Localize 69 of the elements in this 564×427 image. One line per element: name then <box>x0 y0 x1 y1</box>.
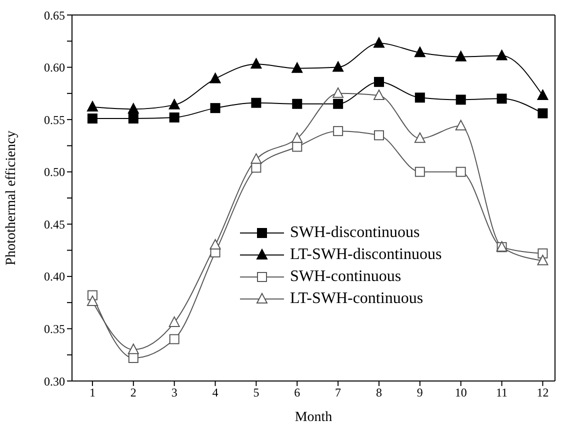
point <box>374 76 384 87</box>
y-tick-label: 0.30 <box>44 374 65 388</box>
x-tick-label: 2 <box>130 386 136 400</box>
y-tick-label: 0.45 <box>44 217 65 232</box>
point <box>414 46 426 58</box>
point <box>538 248 548 258</box>
x-tick-label: 12 <box>536 386 549 400</box>
point <box>414 132 426 143</box>
point <box>292 98 302 109</box>
point <box>128 352 138 363</box>
x-tick-label: 5 <box>253 386 260 400</box>
point <box>373 37 384 48</box>
legend-label: SWH-discontinuous <box>290 224 420 242</box>
x-axis-title: Month <box>294 410 332 425</box>
y-tick-label: 0.60 <box>44 60 65 75</box>
point <box>414 166 425 177</box>
point <box>250 58 262 69</box>
point <box>128 103 139 114</box>
point <box>537 90 548 100</box>
point <box>168 98 180 110</box>
point <box>332 87 344 98</box>
x-tick-label: 1 <box>89 386 96 400</box>
point <box>496 50 508 60</box>
point <box>538 108 548 118</box>
point <box>374 130 384 140</box>
point <box>333 98 344 109</box>
point <box>168 316 180 327</box>
point <box>456 166 466 177</box>
point <box>292 142 302 152</box>
point <box>414 92 425 103</box>
point <box>292 132 303 143</box>
point <box>250 153 262 164</box>
point <box>128 114 138 124</box>
point <box>496 94 507 104</box>
point <box>455 120 466 130</box>
point <box>210 239 221 250</box>
x-tick-label: 10 <box>454 386 467 400</box>
y-tick-label: 0.55 <box>44 112 65 127</box>
legend-label: SWH-continuous <box>290 268 402 286</box>
point <box>251 98 262 108</box>
point <box>86 296 98 306</box>
y-tick-label: 0.40 <box>44 270 65 284</box>
x-tick-label: 9 <box>416 386 423 400</box>
point <box>210 72 221 84</box>
y-tick-label: 0.65 <box>44 8 65 22</box>
y-axis-title: Photothermal efficiency <box>4 130 19 266</box>
point <box>333 126 344 136</box>
point <box>455 50 466 62</box>
point <box>128 344 139 354</box>
y-tick-label: 0.50 <box>44 165 65 180</box>
legend-label: LT-SWH-discontinuous <box>290 246 442 264</box>
point <box>169 112 180 122</box>
legend-label: LT-SWH-continuous <box>290 290 424 308</box>
point <box>292 62 303 73</box>
point <box>537 254 548 266</box>
point <box>456 94 466 105</box>
point <box>169 334 180 344</box>
point <box>87 114 98 124</box>
x-tick-label: 7 <box>335 386 342 400</box>
point <box>210 103 220 114</box>
point <box>86 101 98 112</box>
point <box>373 90 384 100</box>
x-tick-label: 4 <box>212 386 218 400</box>
x-tick-label: 3 <box>171 386 178 400</box>
y-tick-label: 0.35 <box>44 322 65 336</box>
point <box>332 61 344 72</box>
x-tick-label: 11 <box>496 386 508 400</box>
x-tick-label: 6 <box>294 386 300 400</box>
x-tick-label: 8 <box>376 386 382 400</box>
